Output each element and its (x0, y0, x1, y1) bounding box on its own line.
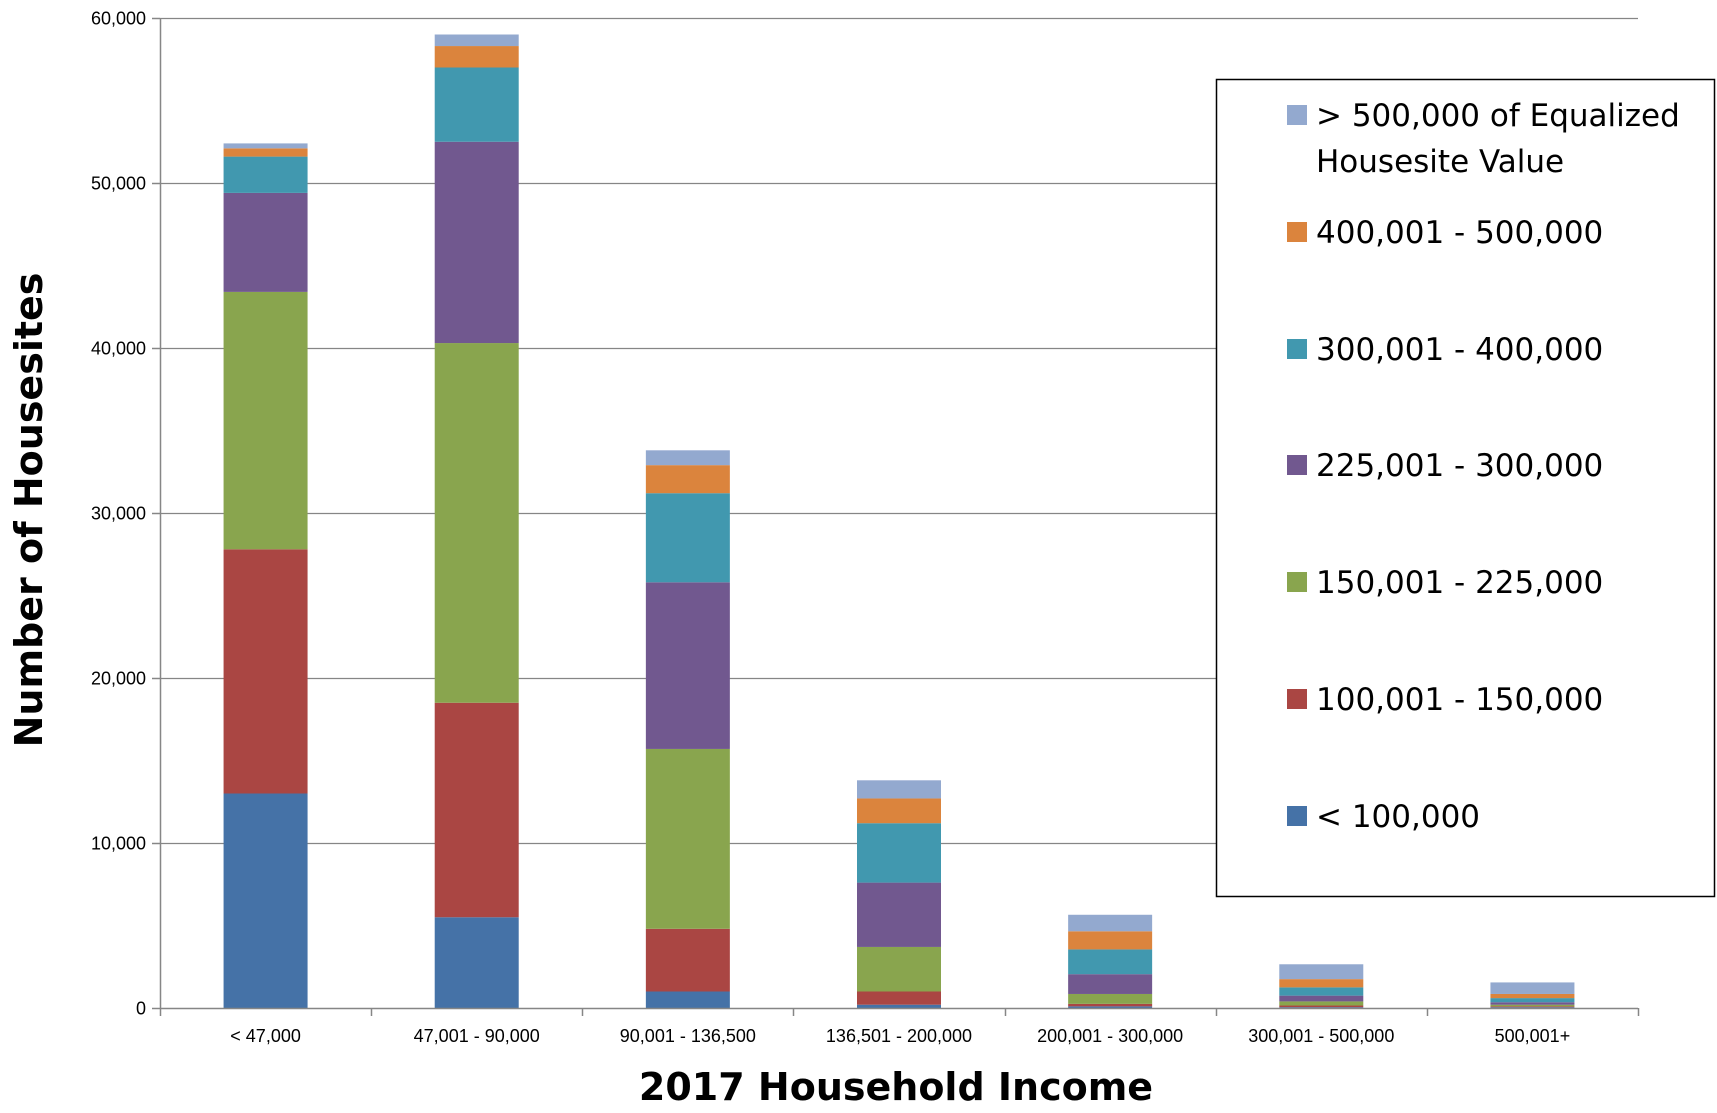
bar-segment-0-5 (223, 148, 308, 157)
y-tick-label-3: 30,000 (91, 504, 146, 524)
bar-segment-5-0 (1279, 1007, 1364, 1008)
legend-box (1215, 78, 1716, 898)
legend-label-3: 225,001 - 300,000 (1316, 448, 1603, 484)
bar-segment-4-4 (1068, 949, 1153, 975)
bar-segment-1-3 (434, 141, 519, 344)
bar-segment-3-4 (857, 823, 941, 883)
bar-segment-5-6 (1279, 964, 1364, 980)
bar-segment-3-2 (857, 946, 941, 992)
legend-swatch-5 (1287, 689, 1307, 709)
bar-segment-0-6 (223, 143, 308, 149)
legend-label-4: 150,001 - 225,000 (1316, 565, 1603, 601)
legend-swatch-2 (1287, 339, 1307, 359)
bar-segment-6-1 (1490, 1006, 1575, 1008)
legend-swatch-1 (1287, 222, 1307, 242)
bar-segment-1-6 (434, 34, 519, 47)
bar-segment-6-3 (1490, 1002, 1575, 1005)
bar-segment-6-4 (1490, 998, 1575, 1003)
legend-label-2: 300,001 - 400,000 (1316, 332, 1603, 368)
y-tick-label-5: 50,000 (91, 174, 146, 194)
bar-segment-4-6 (1068, 914, 1153, 932)
bar-segment-3-1 (857, 991, 941, 1005)
legend-label-5: 100,001 - 150,000 (1316, 682, 1603, 718)
bar-segment-4-1 (1068, 1003, 1153, 1007)
y-tick-label-1: 10,000 (91, 834, 146, 854)
bar-segment-6-5 (1490, 993, 1575, 999)
legend-swatch-3 (1287, 455, 1307, 475)
legend-swatch-6 (1287, 806, 1307, 826)
bar-segment-0-4 (223, 156, 308, 193)
bar-segment-0-2 (223, 291, 308, 550)
y-tick-label-2: 20,000 (91, 669, 146, 689)
bar-segment-2-4 (645, 493, 730, 583)
x-tick-label-1: 47,001 - 90,000 (414, 1026, 540, 1046)
x-tick-label-6: 500,001+ (1495, 1026, 1571, 1046)
y-axis-title: Number of Housesites (7, 273, 51, 748)
legend: > 500,000 of Equalized Housesite Value 400… (1215, 78, 1716, 898)
bar-segment-0-0 (223, 793, 308, 1008)
bar-segment-5-5 (1279, 979, 1364, 988)
bar-segment-5-3 (1279, 995, 1364, 1002)
bar-segment-1-4 (434, 67, 519, 142)
x-tick-label-3: 136,501 - 200,000 (826, 1026, 972, 1046)
bar-segment-4-2 (1068, 993, 1153, 1004)
legend-label-0-line-1: Housesite Value (1316, 144, 1564, 180)
x-tick-label-0: < 47,000 (230, 1026, 301, 1046)
bar-segment-2-5 (645, 465, 730, 494)
legend-swatch-0 (1287, 105, 1307, 125)
bar-segment-2-1 (645, 928, 730, 992)
legend-swatch-4 (1287, 572, 1307, 592)
bar-segment-6-6 (1490, 982, 1575, 994)
bar-segment-3-5 (857, 798, 941, 824)
bar-segment-5-4 (1279, 987, 1364, 996)
bar-segment-1-0 (434, 917, 519, 1008)
legend-label-0-line-0: > 500,000 of Equalized (1316, 98, 1680, 134)
y-tick-label-0: 0 (136, 999, 146, 1019)
bar-segment-1-2 (434, 343, 519, 703)
bar-segment-3-0 (857, 1004, 941, 1008)
bar-segment-5-1 (1279, 1005, 1364, 1008)
bar-segment-0-3 (223, 192, 308, 292)
y-tick-label-4: 40,000 (91, 339, 146, 359)
bar-segment-5-2 (1279, 1001, 1364, 1006)
bar-segment-2-0 (645, 991, 730, 1008)
legend-label-1: 400,001 - 500,000 (1316, 215, 1603, 251)
bar-segment-2-2 (645, 748, 730, 929)
bar-segment-4-3 (1068, 974, 1153, 994)
bar-segment-1-5 (434, 46, 519, 68)
bar-segment-0-1 (223, 549, 308, 794)
legend-label-6: < 100,000 (1316, 799, 1480, 835)
bar-segment-4-5 (1068, 931, 1153, 950)
x-tick-label-2: 90,001 - 136,500 (620, 1026, 756, 1046)
bar-segment-6-0 (1490, 1007, 1575, 1008)
bar-segment-2-3 (645, 582, 730, 749)
x-tick-label-4: 200,001 - 300,000 (1037, 1026, 1183, 1046)
bars (223, 34, 1575, 1008)
bar-segment-4-0 (1068, 1006, 1153, 1008)
bar-segment-3-6 (857, 780, 941, 799)
bar-segment-6-2 (1490, 1004, 1575, 1007)
bar-segment-2-6 (645, 450, 730, 466)
x-axis-title: 2017 Household Income (639, 1065, 1153, 1109)
bar-segment-3-3 (857, 882, 941, 947)
bar-segment-1-1 (434, 702, 519, 918)
x-tick-label-5: 300,001 - 500,000 (1248, 1026, 1394, 1046)
axes: 0 10,000 20,000 30,000 40,000 50,000 60,000 < 4… (91, 9, 1640, 1046)
y-tick-label-6: 60,000 (91, 9, 146, 29)
